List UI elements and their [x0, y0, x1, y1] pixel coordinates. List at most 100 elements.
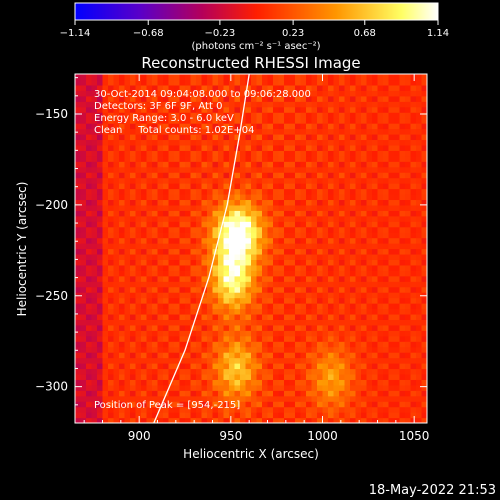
heatmap-cell [130, 155, 137, 162]
heatmap-cell [383, 324, 390, 331]
heatmap-cell [179, 417, 186, 423]
heatmap-cell [306, 117, 313, 124]
heatmap-cell [306, 79, 313, 86]
heatmap-cell [157, 232, 164, 239]
heatmap-cell [130, 161, 137, 168]
heatmap-cell [218, 183, 225, 190]
heatmap-cell [174, 297, 181, 304]
heatmap-cell [207, 79, 214, 86]
heatmap-cell [262, 199, 269, 206]
heatmap-cell [350, 139, 357, 146]
heatmap-cell [421, 303, 427, 310]
heatmap-cell [97, 379, 104, 386]
heatmap-cell [361, 406, 368, 413]
heatmap-cell [421, 210, 427, 217]
heatmap-cell [256, 128, 263, 135]
heatmap-cell [163, 373, 170, 380]
heatmap-cell [108, 128, 115, 135]
heatmap-cell [372, 324, 379, 331]
heatmap-cell [317, 275, 324, 282]
heatmap-cell [383, 346, 390, 353]
heatmap-cell [372, 144, 379, 151]
heatmap-cell [416, 368, 423, 375]
heatmap-cell [245, 406, 252, 413]
heatmap-cell [185, 172, 192, 179]
heatmap-cell [130, 117, 137, 124]
heatmap-cell [322, 232, 329, 239]
heatmap-cell [295, 84, 302, 91]
heatmap-cell [190, 412, 197, 419]
heatmap-cell [383, 177, 390, 184]
heatmap-cell [350, 324, 357, 331]
heatmap-cell [322, 150, 329, 157]
heatmap-cell [190, 384, 197, 391]
heatmap-cell [306, 384, 313, 391]
heatmap-cell [383, 297, 390, 304]
heatmap-cell [163, 384, 170, 391]
heatmap-cell [295, 417, 302, 423]
heatmap-cell [212, 84, 219, 91]
heatmap-cell [284, 335, 291, 342]
heatmap-cell [416, 183, 423, 190]
heatmap-cell [124, 204, 131, 211]
heatmap-cell [317, 363, 324, 370]
heatmap-cell [146, 166, 153, 173]
heatmap-cell [394, 232, 401, 239]
heatmap-cell [245, 183, 252, 190]
heatmap-cell [278, 101, 285, 108]
heatmap-cell [399, 74, 406, 81]
heatmap-cell [190, 324, 197, 331]
heatmap-cell [361, 199, 368, 206]
heatmap-cell [377, 406, 384, 413]
heatmap-cell [311, 341, 318, 348]
heatmap-cell [344, 357, 351, 364]
heatmap-cell [262, 221, 269, 228]
heatmap-cell [185, 401, 192, 408]
heatmap-cell [124, 384, 131, 391]
heatmap-cell [130, 84, 137, 91]
heatmap-cell [135, 253, 142, 261]
heatmap-cell [388, 384, 395, 391]
heatmap-cell [361, 79, 368, 86]
heatmap-cell [163, 406, 170, 413]
heatmap-cell [102, 172, 109, 179]
heatmap-cell [229, 379, 236, 386]
heatmap-cell [421, 204, 427, 211]
heatmap-cell [97, 270, 104, 277]
heatmap-cell [168, 232, 175, 239]
heatmap-cell [97, 390, 104, 397]
heatmap-cell [416, 112, 423, 119]
heatmap-cell [196, 161, 203, 168]
heatmap-cell [229, 128, 236, 135]
heatmap-cell [317, 406, 324, 413]
heatmap-cell [311, 188, 318, 195]
heatmap-cell [163, 90, 170, 97]
heatmap-cell [328, 161, 335, 168]
heatmap-cell [240, 166, 247, 173]
heatmap-cell [355, 401, 362, 408]
heatmap-cell [333, 264, 340, 271]
heatmap-cell [278, 412, 285, 419]
heatmap-cell [119, 199, 126, 206]
heatmap-cell [157, 401, 164, 408]
heatmap-cell [394, 172, 401, 179]
heatmap-cell [344, 172, 351, 179]
heatmap-cell [284, 395, 291, 402]
heatmap-cell [295, 390, 302, 397]
heatmap-cell [212, 161, 219, 168]
heatmap-cell [377, 172, 384, 179]
heatmap-cell [168, 313, 175, 320]
heatmap-cell [284, 128, 291, 135]
heatmap-cell [141, 346, 148, 353]
heatmap-cell [201, 303, 208, 310]
heatmap-cell [394, 346, 401, 353]
heatmap-cell [278, 183, 285, 190]
heatmap-cell [361, 368, 368, 375]
heatmap-cell [179, 297, 186, 304]
heatmap-cell [289, 373, 296, 380]
heatmap-cell [223, 335, 230, 342]
heatmap-cell [333, 259, 340, 266]
heatmap-cell [185, 128, 192, 135]
heatmap-cell [339, 161, 346, 168]
heatmap-cell [141, 352, 148, 359]
